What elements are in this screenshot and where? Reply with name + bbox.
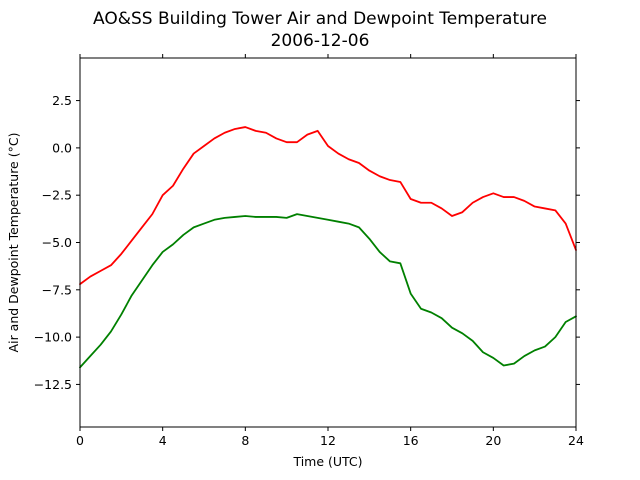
y-axis-label: Air and Dewpoint Temperature (°C) bbox=[6, 133, 21, 353]
x-tick-label: 4 bbox=[159, 433, 167, 448]
chart-subtitle: 2006-12-06 bbox=[271, 31, 370, 51]
tick-layer: 0 4 8 12 16 20 24 −12.5 −10.0 −7.5 −5.0 −2.5 0.0 2.5 bbox=[34, 54, 584, 448]
y-tick-label: 0.0 bbox=[52, 140, 72, 155]
y-tick-label: −12.5 bbox=[34, 377, 72, 392]
dewpoint-temperature-line bbox=[79, 213, 577, 369]
y-tick-label: 2.5 bbox=[52, 93, 72, 108]
x-tick-label: 8 bbox=[241, 433, 249, 448]
y-tick-label: −7.5 bbox=[42, 282, 72, 297]
x-tick-label: 12 bbox=[320, 433, 336, 448]
chart-title: AO&SS Building Tower Air and Dewpoint Te… bbox=[93, 9, 547, 29]
plot-frame bbox=[79, 57, 577, 428]
y-tick-label: −2.5 bbox=[42, 188, 72, 203]
air-temperature-line bbox=[79, 126, 577, 286]
y-tick-label: −5.0 bbox=[42, 235, 72, 250]
x-tick-label: 0 bbox=[76, 433, 84, 448]
x-tick-label: 20 bbox=[485, 433, 501, 448]
x-axis-label: Time (UTC) bbox=[292, 454, 362, 469]
x-tick-label: 24 bbox=[568, 433, 584, 448]
series-layer bbox=[79, 126, 577, 369]
x-tick-label: 16 bbox=[403, 433, 419, 448]
y-tick-label: −10.0 bbox=[34, 330, 72, 345]
